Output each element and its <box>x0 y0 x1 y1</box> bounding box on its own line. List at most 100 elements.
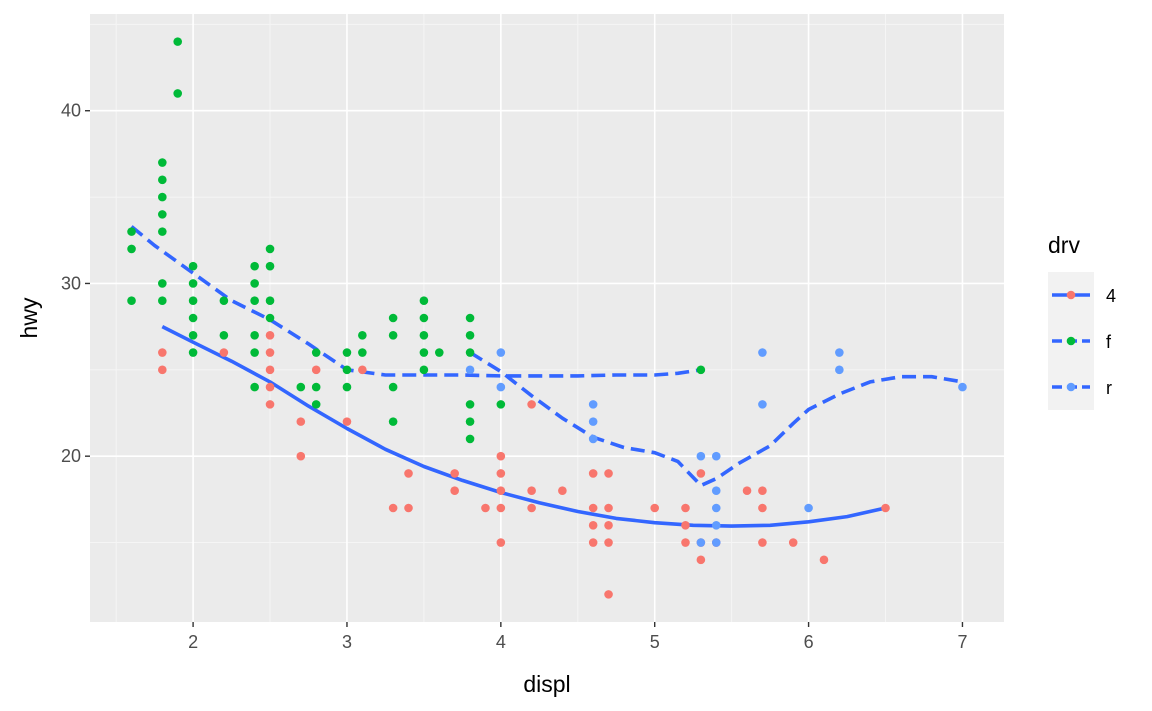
x-tick-label: 5 <box>650 632 660 652</box>
point-f <box>465 313 475 323</box>
point-4 <box>265 382 275 392</box>
point-4 <box>358 365 367 375</box>
point-4 <box>496 538 506 547</box>
point-4 <box>496 469 506 478</box>
point-4 <box>788 538 798 547</box>
point-f <box>158 210 167 219</box>
x-axis-ticks: 2 3 4 5 6 7 <box>188 622 967 652</box>
point-f <box>250 261 259 271</box>
point-f <box>388 417 398 426</box>
point-r <box>711 486 721 496</box>
y-tick-label: 20 <box>61 446 81 466</box>
smooth-line-r <box>469 350 963 488</box>
point-f <box>158 175 167 185</box>
point-4 <box>819 555 829 565</box>
point-r <box>835 365 844 375</box>
point-r <box>711 451 721 461</box>
point-f <box>465 417 475 426</box>
point-f <box>419 365 429 375</box>
point-4 <box>758 538 767 547</box>
smooth-line-4 <box>161 324 886 528</box>
point-4 <box>404 469 413 478</box>
point-f <box>219 296 229 306</box>
point-f <box>465 348 475 357</box>
smooth-lines <box>130 225 963 528</box>
point-f <box>250 330 259 340</box>
point-4 <box>265 400 275 409</box>
point-f <box>696 365 706 375</box>
legend-key-point-r <box>1066 382 1076 392</box>
point-f <box>465 330 475 340</box>
x-tick-label: 2 <box>188 632 198 652</box>
point-4 <box>481 503 490 513</box>
point-4 <box>588 503 598 513</box>
legend: drv 4 f r <box>1048 232 1116 410</box>
point-f <box>188 330 198 340</box>
point-4 <box>881 503 890 513</box>
point-f <box>158 158 167 167</box>
point-f <box>265 313 275 323</box>
point-f <box>188 279 198 288</box>
point-r <box>588 417 598 426</box>
point-f <box>388 382 398 392</box>
point-f <box>250 382 259 392</box>
point-4 <box>604 538 613 547</box>
legend-label-r: r <box>1106 378 1112 398</box>
point-4 <box>496 503 506 513</box>
point-f <box>419 348 429 357</box>
point-f <box>250 296 259 306</box>
legend-label-4: 4 <box>1106 286 1116 306</box>
point-4 <box>496 486 506 496</box>
point-f <box>265 261 275 271</box>
legend-key-point-4 <box>1066 290 1076 300</box>
point-r <box>758 400 767 409</box>
point-4 <box>527 400 536 409</box>
point-f <box>358 330 367 340</box>
legend-keys: 4 f r <box>1048 272 1116 410</box>
point-r <box>711 520 721 530</box>
point-4 <box>496 451 506 461</box>
y-axis-ticks: 20 30 40 <box>61 101 90 466</box>
point-4 <box>342 417 352 426</box>
y-tick-label: 40 <box>61 101 81 121</box>
point-r <box>804 503 813 513</box>
point-4 <box>588 469 598 478</box>
point-4 <box>681 520 690 530</box>
point-r <box>588 434 598 444</box>
point-4 <box>450 486 459 496</box>
point-f <box>342 382 352 392</box>
point-f <box>127 296 136 306</box>
point-4 <box>604 503 613 513</box>
point-4 <box>296 451 306 461</box>
point-f <box>496 400 506 409</box>
point-f <box>342 348 352 357</box>
legend-title: drv <box>1048 232 1080 258</box>
point-f <box>127 227 136 236</box>
point-4 <box>681 538 690 547</box>
point-f <box>419 313 429 323</box>
point-4 <box>296 417 306 426</box>
point-f <box>265 244 275 254</box>
point-f <box>265 296 275 306</box>
point-f <box>158 279 167 288</box>
point-f <box>250 348 259 357</box>
point-f <box>173 37 183 46</box>
point-f <box>173 89 183 98</box>
point-r <box>465 365 475 375</box>
point-f <box>188 348 198 357</box>
point-4 <box>742 486 752 496</box>
y-tick-label: 30 <box>61 273 81 293</box>
point-4 <box>219 348 229 357</box>
point-4 <box>758 503 767 513</box>
point-f <box>127 244 136 254</box>
point-4 <box>158 365 167 375</box>
point-f <box>419 296 429 306</box>
point-f <box>311 382 321 392</box>
point-f <box>434 348 444 357</box>
point-4 <box>311 365 321 375</box>
point-f <box>188 296 198 306</box>
legend-label-f: f <box>1106 332 1112 352</box>
point-4 <box>604 590 613 599</box>
point-f <box>158 192 167 202</box>
point-r <box>696 538 706 547</box>
